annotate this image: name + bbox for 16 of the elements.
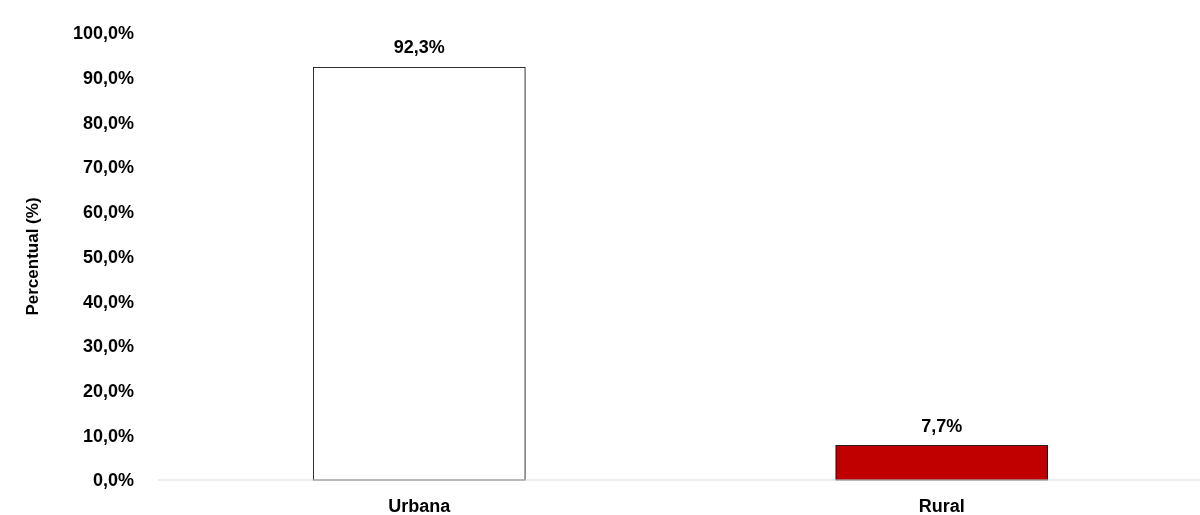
y-tick-label: 60,0% bbox=[82, 202, 134, 223]
y-tick-label: 10,0% bbox=[82, 425, 134, 446]
y-tick-label: 50,0% bbox=[82, 246, 134, 267]
y-axis-title: Percentual (%) bbox=[23, 197, 42, 316]
data-label: 7,7% bbox=[921, 415, 963, 436]
data-label: 92,3% bbox=[393, 37, 445, 58]
x-tick-label: Rural bbox=[918, 496, 965, 515]
y-tick-label: 90,0% bbox=[82, 68, 134, 88]
y-tick-label: 30,0% bbox=[82, 336, 134, 357]
y-tick-label: 0,0% bbox=[92, 470, 134, 491]
y-tick-label: 70,0% bbox=[82, 157, 134, 178]
y-tick-label: 40,0% bbox=[82, 291, 134, 312]
y-tick-label: 100,0% bbox=[72, 23, 134, 44]
x-tick-label: Urbana bbox=[388, 496, 452, 515]
y-tick-label: 20,0% bbox=[82, 380, 134, 401]
y-tick-label: 80,0% bbox=[82, 112, 134, 133]
